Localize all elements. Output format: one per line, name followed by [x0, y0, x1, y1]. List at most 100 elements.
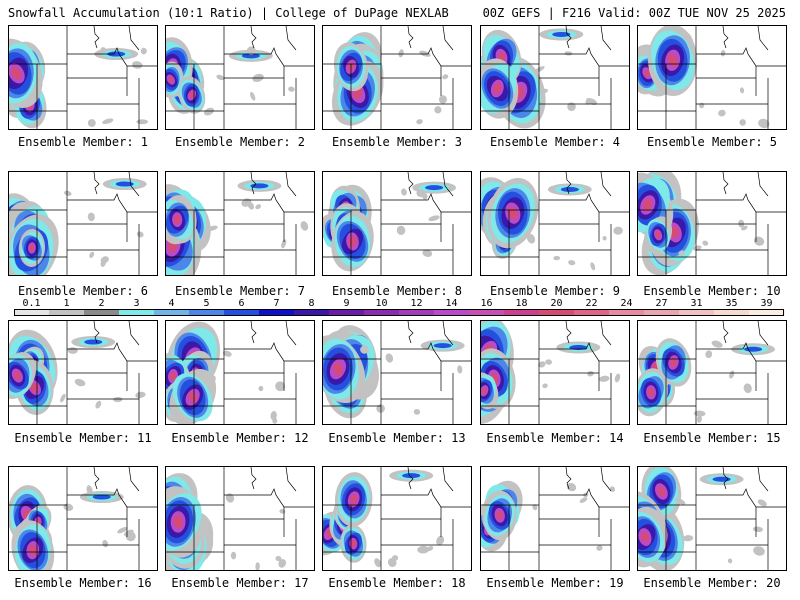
colorbar-tick-label: 31	[690, 298, 703, 309]
ensemble-member-map	[322, 320, 472, 425]
colorbar-swatch	[469, 310, 505, 316]
colorbar-swatch	[329, 310, 365, 316]
snowfall-map	[481, 172, 629, 275]
colorbar-swatch	[294, 310, 330, 316]
ensemble-member-label: Ensemble Member: 2	[174, 135, 306, 149]
ensemble-member-map	[637, 320, 787, 425]
snowfall-map	[481, 467, 629, 570]
ensemble-member-map	[165, 25, 315, 130]
ensemble-member-label: Ensemble Member: 12	[171, 431, 309, 445]
ensemble-member-label: Ensemble Member: 13	[328, 431, 466, 445]
snowfall-map	[9, 321, 157, 424]
snowfall-map	[166, 172, 314, 275]
ensemble-member-label: Ensemble Member: 19	[486, 576, 624, 590]
colorbar-tick-label: 0.1	[22, 298, 41, 309]
ensemble-member-label: Ensemble Member: 18	[328, 576, 466, 590]
ensemble-member-map	[165, 171, 315, 276]
snowfall-map	[9, 467, 157, 570]
colorbar-tick-label: 2	[98, 298, 105, 309]
ensemble-member-label: Ensemble Member: 10	[643, 284, 781, 298]
ensemble-member-label: Ensemble Member: 1	[17, 135, 149, 149]
ensemble-member-label: Ensemble Member: 7	[174, 284, 306, 298]
ensemble-member-map	[480, 25, 630, 130]
snowfall-map	[9, 172, 157, 275]
ensemble-member-map	[637, 466, 787, 571]
colorbar-tick-label: 16	[480, 298, 493, 309]
colorbar-tick-label: 24	[620, 298, 633, 309]
ensemble-member-label: Ensemble Member: 5	[646, 135, 778, 149]
snowfall-map	[638, 321, 786, 424]
colorbar-swatch	[644, 310, 680, 316]
colorbar-swatch	[189, 310, 225, 316]
colorbar-tick-label: 1	[63, 298, 70, 309]
snowfall-map	[323, 172, 471, 275]
snowfall-map	[638, 467, 786, 570]
colorbar-swatch	[84, 310, 120, 316]
colorbar-tick-label: 35	[725, 298, 738, 309]
ensemble-member-label: Ensemble Member: 20	[643, 576, 781, 590]
colorbar-swatch	[224, 310, 260, 316]
ensemble-member-label: Ensemble Member: 11	[14, 431, 152, 445]
colorbar-tick-label: 10	[375, 298, 388, 309]
colorbar-swatch	[399, 310, 435, 316]
snowfall-map	[166, 26, 314, 129]
run-valid-time: 00Z GEFS | F216 Valid: 00Z TUE NOV 25 20…	[482, 6, 786, 20]
snowfall-map	[323, 26, 471, 129]
ensemble-member-label: Ensemble Member: 4	[489, 135, 621, 149]
colorbar-tick-label: 20	[550, 298, 563, 309]
colorbar-tick-label: 5	[203, 298, 210, 309]
ensemble-member-label: Ensemble Member: 3	[331, 135, 463, 149]
ensemble-member-label: Ensemble Member: 9	[489, 284, 621, 298]
ensemble-member-label: Ensemble Member: 6	[17, 284, 149, 298]
colorbar-tick-label: 27	[655, 298, 668, 309]
colorbar-tick-label: 14	[445, 298, 458, 309]
colorbar-swatch	[14, 310, 50, 316]
colorbar-swatch	[504, 310, 540, 316]
colorbar-swatch	[539, 310, 575, 316]
ensemble-member-map	[322, 466, 472, 571]
ensemble-member-map	[8, 466, 158, 571]
ensemble-member-map	[8, 25, 158, 130]
snowfall-map	[9, 26, 157, 129]
ensemble-member-map	[165, 466, 315, 571]
colorbar-swatch	[574, 310, 610, 316]
snowfall-map	[638, 172, 786, 275]
colorbar-tick-label: 12	[410, 298, 423, 309]
snowfall-map	[166, 321, 314, 424]
snowfall-map	[481, 321, 629, 424]
colorbar-tick-label: 3	[133, 298, 140, 309]
colorbar-swatch	[434, 310, 470, 316]
colorbar-swatch	[679, 310, 715, 316]
ensemble-member-label: Ensemble Member: 14	[486, 431, 624, 445]
snowfall-map	[323, 321, 471, 424]
ensemble-member-map	[322, 171, 472, 276]
colorbar-swatch	[749, 310, 785, 316]
ensemble-member-label: Ensemble Member: 16	[14, 576, 152, 590]
ensemble-member-map	[480, 320, 630, 425]
colorbar-tick-label: 22	[585, 298, 598, 309]
colorbar-tick-label: 6	[238, 298, 245, 309]
colorbar-swatch	[259, 310, 295, 316]
ensemble-member-map	[322, 25, 472, 130]
colorbar-tick-label: 9	[343, 298, 350, 309]
ensemble-member-label: Ensemble Member: 15	[643, 431, 781, 445]
colorbar-tick-label: 4	[168, 298, 175, 309]
colorbar-swatch	[609, 310, 645, 316]
colorbar-swatch	[364, 310, 400, 316]
ensemble-member-map	[637, 171, 787, 276]
snowfall-map	[323, 467, 471, 570]
ensemble-member-label: Ensemble Member: 17	[171, 576, 309, 590]
ensemble-member-map	[637, 25, 787, 130]
colorbar-tick-label: 8	[308, 298, 315, 309]
ensemble-member-map	[480, 466, 630, 571]
colorbar-swatch	[154, 310, 190, 316]
snowfall-map	[481, 26, 629, 129]
snowfall-map	[638, 26, 786, 129]
colorbar-tick-label: 18	[515, 298, 528, 309]
colorbar-tick-label: 7	[273, 298, 280, 309]
colorbar-swatch	[714, 310, 750, 316]
colorbar-swatch	[119, 310, 155, 316]
colorbar-frame	[14, 309, 784, 316]
ensemble-member-label: Ensemble Member: 8	[331, 284, 463, 298]
colorbar-tick-label: 39	[760, 298, 773, 309]
